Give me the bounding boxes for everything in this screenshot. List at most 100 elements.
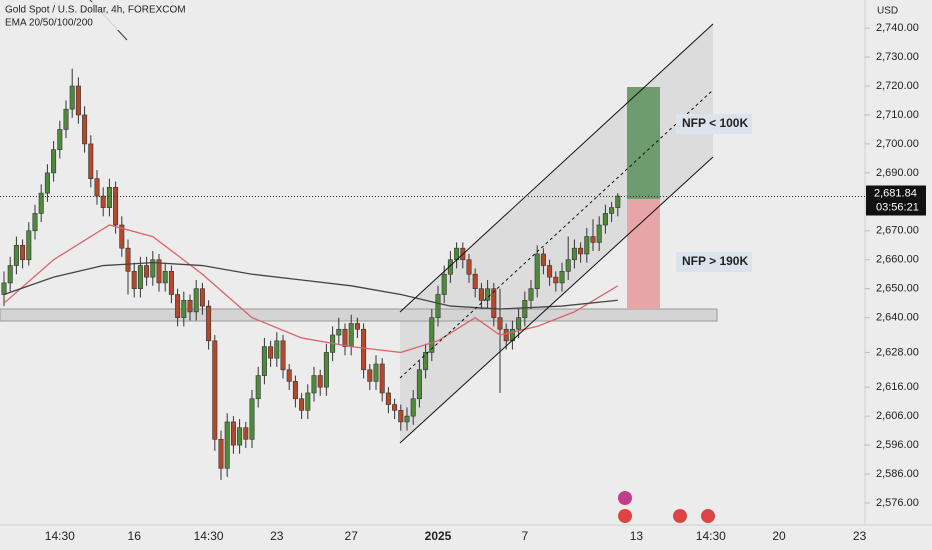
candle-body — [491, 288, 497, 318]
candle-body — [317, 375, 323, 388]
candle-body — [392, 404, 398, 411]
y-tick-label: 2,628.00 — [876, 346, 919, 358]
y-tick-label: 2,596.00 — [876, 439, 919, 451]
plot — [1, 68, 621, 480]
last-price-box — [866, 185, 926, 216]
y-tick-label: 2,616.00 — [876, 381, 919, 393]
candle-body — [82, 114, 88, 145]
candle-body — [342, 328, 348, 347]
y-tick-label: 2,640.00 — [876, 312, 919, 324]
candle-body — [106, 187, 112, 208]
countdown: 03:56:21 — [876, 201, 919, 213]
candle-body — [218, 438, 224, 469]
y-tick-label: 2,740.00 — [876, 22, 919, 34]
candle-body — [1, 282, 7, 295]
event-icon — [618, 509, 632, 523]
candle-body — [255, 375, 261, 400]
annotation-box — [676, 114, 752, 134]
x-tick-label: 14:30 — [194, 529, 224, 543]
candle-body — [615, 195, 621, 208]
candle-body — [441, 273, 447, 295]
x-tick-label: 2025 — [425, 529, 452, 543]
chart-title: Gold Spot / U.S. Dollar, 4h, FOREXCOM — [5, 5, 186, 16]
candle-body — [230, 421, 236, 446]
candle-body — [51, 149, 57, 174]
candle-body — [206, 305, 212, 342]
x-tick-label: 27 — [345, 529, 359, 543]
candle-body — [609, 207, 615, 214]
candle-body — [125, 247, 131, 272]
candle-body — [602, 213, 608, 226]
candle-body — [485, 288, 491, 301]
support-zone — [0, 308, 718, 322]
candle-body — [249, 398, 255, 440]
candle-body — [565, 259, 571, 272]
x-tick-label: 16 — [128, 529, 142, 543]
channel-upper — [399, 23, 714, 313]
candle-body — [503, 328, 509, 342]
event-icon — [618, 491, 632, 505]
candle-body — [323, 352, 329, 388]
x-tick-label: 14:30 — [45, 529, 75, 543]
y-unit: USD — [877, 6, 898, 17]
candle-body — [69, 85, 75, 110]
candle-body — [44, 172, 50, 194]
x-tick-label: 14:30 — [696, 529, 726, 543]
legend-bg — [0, 2, 250, 30]
candle-body — [243, 427, 249, 440]
candle-body — [423, 352, 429, 371]
candle-body — [193, 288, 199, 313]
candle-body — [404, 415, 410, 423]
candle-body — [168, 271, 174, 295]
candle-body — [478, 288, 484, 301]
y-tick-label: 2,670.00 — [876, 225, 919, 237]
candle-body — [38, 192, 44, 214]
y-tick-label: 2,650.00 — [876, 283, 919, 295]
candle-body — [199, 288, 205, 307]
annotation-box — [676, 252, 752, 272]
candle-body — [305, 392, 311, 411]
candle-body — [429, 317, 435, 353]
y-tick-label: 2,720.00 — [876, 80, 919, 92]
candle-body — [416, 369, 422, 400]
candle-body — [540, 253, 546, 266]
candle-body — [119, 224, 125, 249]
candle-body — [268, 346, 274, 359]
candle-body — [547, 265, 553, 278]
candle-body — [137, 265, 143, 290]
candle-body — [336, 328, 342, 336]
candle-body — [516, 317, 522, 330]
candle-body — [299, 398, 305, 411]
candle-body — [150, 259, 156, 278]
candle-body — [20, 244, 26, 261]
candle-body — [348, 323, 354, 347]
last-price-label: 2,681.84 — [874, 187, 917, 199]
event-icon — [701, 509, 715, 523]
candle-body — [466, 259, 472, 275]
candle-body — [292, 381, 298, 400]
candle-body — [26, 230, 32, 261]
y-tick-label: 2,606.00 — [876, 410, 919, 422]
candle-body — [144, 265, 150, 278]
candle-body — [311, 375, 317, 394]
candle-body — [162, 271, 168, 284]
candle-body — [57, 129, 63, 151]
candle-body — [274, 340, 280, 359]
x-tick-label: 20 — [772, 529, 786, 543]
event-icon — [673, 509, 687, 523]
candle-body — [13, 244, 19, 266]
stop-zone — [627, 199, 660, 309]
ema-line — [3, 261, 618, 310]
candle-body — [596, 224, 602, 243]
candle-body — [261, 346, 267, 376]
candle-body — [379, 363, 385, 394]
candle-body — [280, 340, 286, 371]
candle-body — [100, 195, 106, 208]
candle-body — [373, 363, 379, 382]
candle-body — [385, 392, 391, 405]
candle-body — [398, 410, 404, 423]
candle-body — [584, 236, 590, 255]
x-tick-label: 7 — [521, 529, 528, 543]
candle-body — [175, 294, 181, 318]
